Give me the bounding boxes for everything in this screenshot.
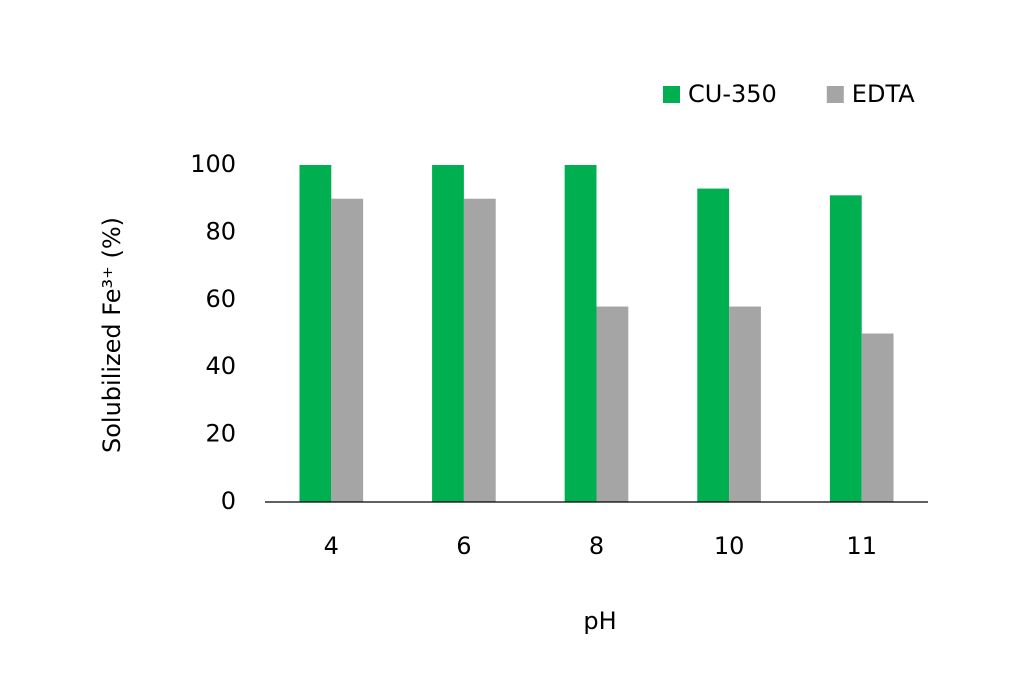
y-axis-label: Solubilized Fe³⁺ (%) <box>98 217 126 453</box>
bar <box>729 306 761 502</box>
y-tick-label: 0 <box>221 487 236 515</box>
legend-swatch <box>663 86 680 103</box>
legend-label: EDTA <box>852 80 915 108</box>
y-tick-label: 20 <box>205 420 236 448</box>
bar <box>861 333 894 502</box>
legend-label: CU-350 <box>688 80 777 108</box>
bar <box>299 165 332 502</box>
bar <box>432 165 464 502</box>
bar <box>596 306 629 502</box>
bar <box>829 195 862 502</box>
x-tick-label: 6 <box>456 532 471 560</box>
bar <box>697 188 730 502</box>
bar <box>331 198 364 502</box>
x-tick-label: 4 <box>324 532 339 560</box>
bar <box>564 165 597 502</box>
y-tick-label: 80 <box>205 217 236 245</box>
x-tick-label: 11 <box>846 532 877 560</box>
y-tick-label: 100 <box>190 150 236 178</box>
x-tick-label: 10 <box>714 532 745 560</box>
y-tick-label: 60 <box>205 285 236 313</box>
x-axis-label: pH <box>583 607 616 635</box>
x-tick-label: 8 <box>589 532 604 560</box>
legend-swatch <box>826 86 844 103</box>
y-tick-label: 40 <box>205 352 236 380</box>
bar <box>463 198 496 502</box>
